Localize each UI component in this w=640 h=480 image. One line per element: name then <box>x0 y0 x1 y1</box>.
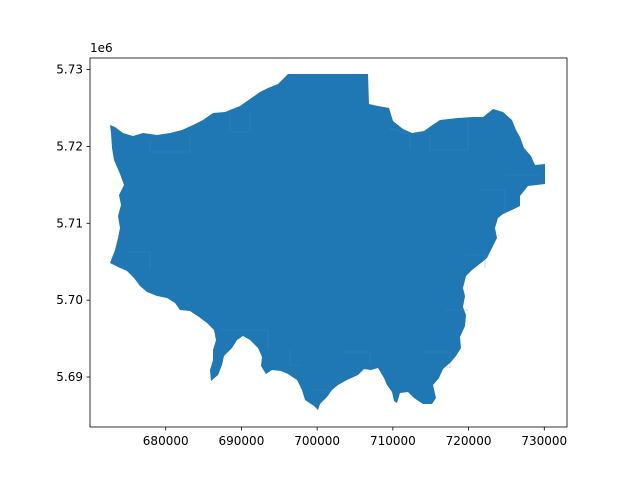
borough-boundary-line <box>127 251 151 270</box>
region-polygon <box>110 74 545 410</box>
x-tick-label: 680000 <box>143 434 189 448</box>
x-tick-label: 730000 <box>521 434 567 448</box>
borough-boundary-line <box>340 351 371 365</box>
x-tick-label: 710000 <box>370 434 416 448</box>
x-tick-label: 700000 <box>294 434 340 448</box>
y-tick-label: 5.73 <box>56 63 83 77</box>
borough-boundaries <box>127 112 540 391</box>
borough-boundary-line <box>429 120 469 151</box>
x-axis-ticks: 680000 690000 700000 710000 720000 730000 <box>143 427 567 448</box>
borough-boundary-line <box>425 351 451 368</box>
borough-boundary-line <box>389 127 411 150</box>
borough-boundary-line <box>465 254 486 268</box>
y-tick-label: 5.69 <box>56 370 83 384</box>
y-tick-label: 5.71 <box>56 216 83 230</box>
borough-boundary-line <box>480 189 506 214</box>
borough-boundary-line <box>229 112 251 133</box>
y-tick-label: 5.72 <box>56 139 83 153</box>
y-axis-ticks: 5.69 5.70 5.71 5.72 5.73 <box>56 63 90 384</box>
x-tick-label: 720000 <box>446 434 492 448</box>
london-boroughs-region <box>110 74 545 410</box>
borough-boundary-line <box>149 135 191 153</box>
y-tick-label: 5.70 <box>56 293 83 307</box>
x-tick-label: 690000 <box>219 434 265 448</box>
borough-boundary-line <box>289 350 300 366</box>
axes-frame <box>89 57 568 428</box>
y-axis-offset-label: 1e6 <box>90 41 113 55</box>
borough-boundary-line <box>220 329 269 350</box>
